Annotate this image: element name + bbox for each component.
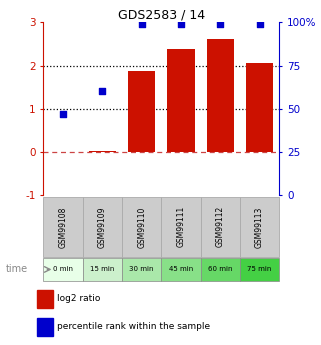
Bar <box>240 258 279 281</box>
Bar <box>128 71 155 152</box>
Bar <box>83 258 122 281</box>
Bar <box>201 197 240 257</box>
Bar <box>89 151 116 152</box>
Point <box>139 21 144 27</box>
Bar <box>43 258 83 281</box>
Text: 60 min: 60 min <box>208 266 232 273</box>
Text: GSM99109: GSM99109 <box>98 206 107 248</box>
Text: GSM99113: GSM99113 <box>255 206 264 247</box>
Text: GSM99108: GSM99108 <box>58 206 67 247</box>
Bar <box>161 258 201 281</box>
Title: GDS2583 / 14: GDS2583 / 14 <box>118 8 205 21</box>
Point <box>218 21 223 27</box>
Text: 75 min: 75 min <box>247 266 272 273</box>
Text: 0 min: 0 min <box>53 266 73 273</box>
Bar <box>167 49 195 152</box>
Bar <box>37 318 53 336</box>
Bar <box>43 197 83 257</box>
Text: GSM99112: GSM99112 <box>216 206 225 247</box>
Point <box>100 89 105 94</box>
Text: log2 ratio: log2 ratio <box>57 294 101 303</box>
Bar <box>122 197 161 257</box>
Bar <box>246 63 273 152</box>
Bar <box>161 197 201 257</box>
Bar <box>206 39 234 152</box>
Text: 45 min: 45 min <box>169 266 193 273</box>
Point <box>60 111 65 117</box>
Text: GSM99111: GSM99111 <box>177 206 186 247</box>
Bar <box>122 258 161 281</box>
Point <box>178 21 184 27</box>
Bar <box>83 197 122 257</box>
Text: GSM99110: GSM99110 <box>137 206 146 247</box>
Text: 15 min: 15 min <box>90 266 115 273</box>
Text: time: time <box>6 265 28 274</box>
Point <box>257 21 262 27</box>
Bar <box>201 258 240 281</box>
Bar <box>240 197 279 257</box>
Bar <box>37 290 53 307</box>
Text: 30 min: 30 min <box>129 266 154 273</box>
Text: percentile rank within the sample: percentile rank within the sample <box>57 322 211 332</box>
